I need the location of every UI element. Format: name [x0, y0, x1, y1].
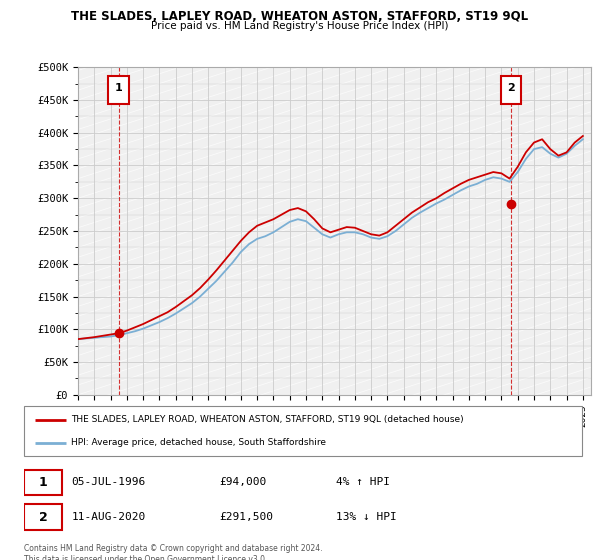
Text: 4% ↑ HPI: 4% ↑ HPI [337, 478, 391, 487]
FancyBboxPatch shape [24, 505, 62, 530]
Text: £291,500: £291,500 [220, 512, 273, 522]
Text: HPI: Average price, detached house, South Staffordshire: HPI: Average price, detached house, Sout… [71, 438, 326, 447]
Text: 1: 1 [38, 476, 47, 489]
Text: Contains HM Land Registry data © Crown copyright and database right 2024.
This d: Contains HM Land Registry data © Crown c… [24, 544, 323, 560]
Text: Price paid vs. HM Land Registry's House Price Index (HPI): Price paid vs. HM Land Registry's House … [151, 21, 449, 31]
Text: THE SLADES, LAPLEY ROAD, WHEATON ASTON, STAFFORD, ST19 9QL (detached house): THE SLADES, LAPLEY ROAD, WHEATON ASTON, … [71, 415, 464, 424]
Text: 13% ↓ HPI: 13% ↓ HPI [337, 512, 397, 522]
Text: 2: 2 [38, 511, 47, 524]
Text: 2: 2 [508, 83, 515, 94]
Text: 11-AUG-2020: 11-AUG-2020 [71, 512, 146, 522]
Text: 05-JUL-1996: 05-JUL-1996 [71, 478, 146, 487]
FancyBboxPatch shape [24, 406, 582, 456]
Text: THE SLADES, LAPLEY ROAD, WHEATON ASTON, STAFFORD, ST19 9QL: THE SLADES, LAPLEY ROAD, WHEATON ASTON, … [71, 10, 529, 23]
FancyBboxPatch shape [109, 76, 129, 104]
Text: £94,000: £94,000 [220, 478, 266, 487]
Text: 1: 1 [115, 83, 122, 94]
FancyBboxPatch shape [501, 76, 521, 104]
FancyBboxPatch shape [24, 469, 62, 495]
